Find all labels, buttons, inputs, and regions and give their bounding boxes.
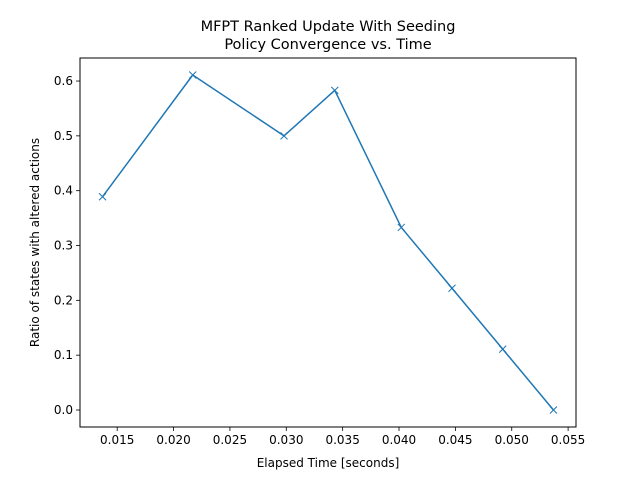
y-tick-label: 0.2 <box>54 293 73 307</box>
y-tick-label: 0.0 <box>54 403 73 417</box>
y-tick-label: 0.1 <box>54 348 73 362</box>
data-point-marker <box>498 345 507 353</box>
data-point-marker <box>188 71 197 79</box>
y-tick-label: 0.6 <box>54 74 73 88</box>
y-tick-label: 0.4 <box>54 184 73 198</box>
x-tick-label: 0.030 <box>269 433 303 447</box>
x-tick-label: 0.045 <box>438 433 472 447</box>
x-tick-label: 0.050 <box>495 433 529 447</box>
y-tick-label: 0.3 <box>54 239 73 253</box>
data-point-marker <box>397 223 406 232</box>
y-axis-label: Ratio of states with altered actions <box>28 138 42 347</box>
chart-subtitle: Policy Convergence vs. Time <box>224 37 431 53</box>
chart-title: MFPT Ranked Update With Seeding <box>201 19 456 35</box>
data-point-marker <box>280 132 288 140</box>
plot-frame <box>79 57 577 428</box>
x-tick-label: 0.040 <box>382 433 416 447</box>
x-axis-label: Elapsed Time [seconds] <box>257 456 400 470</box>
y-tick-label: 0.5 <box>54 129 73 143</box>
x-tick-label: 0.055 <box>551 433 585 447</box>
x-tick-label: 0.015 <box>100 433 134 447</box>
data-point-marker <box>98 192 107 201</box>
x-tick-label: 0.025 <box>213 433 247 447</box>
data-point-marker <box>448 284 456 293</box>
data-point-marker <box>330 86 339 95</box>
x-tick-label: 0.020 <box>156 433 190 447</box>
series-line <box>101 74 555 411</box>
x-tick-label: 0.035 <box>325 433 359 447</box>
data-point-marker <box>549 406 558 414</box>
